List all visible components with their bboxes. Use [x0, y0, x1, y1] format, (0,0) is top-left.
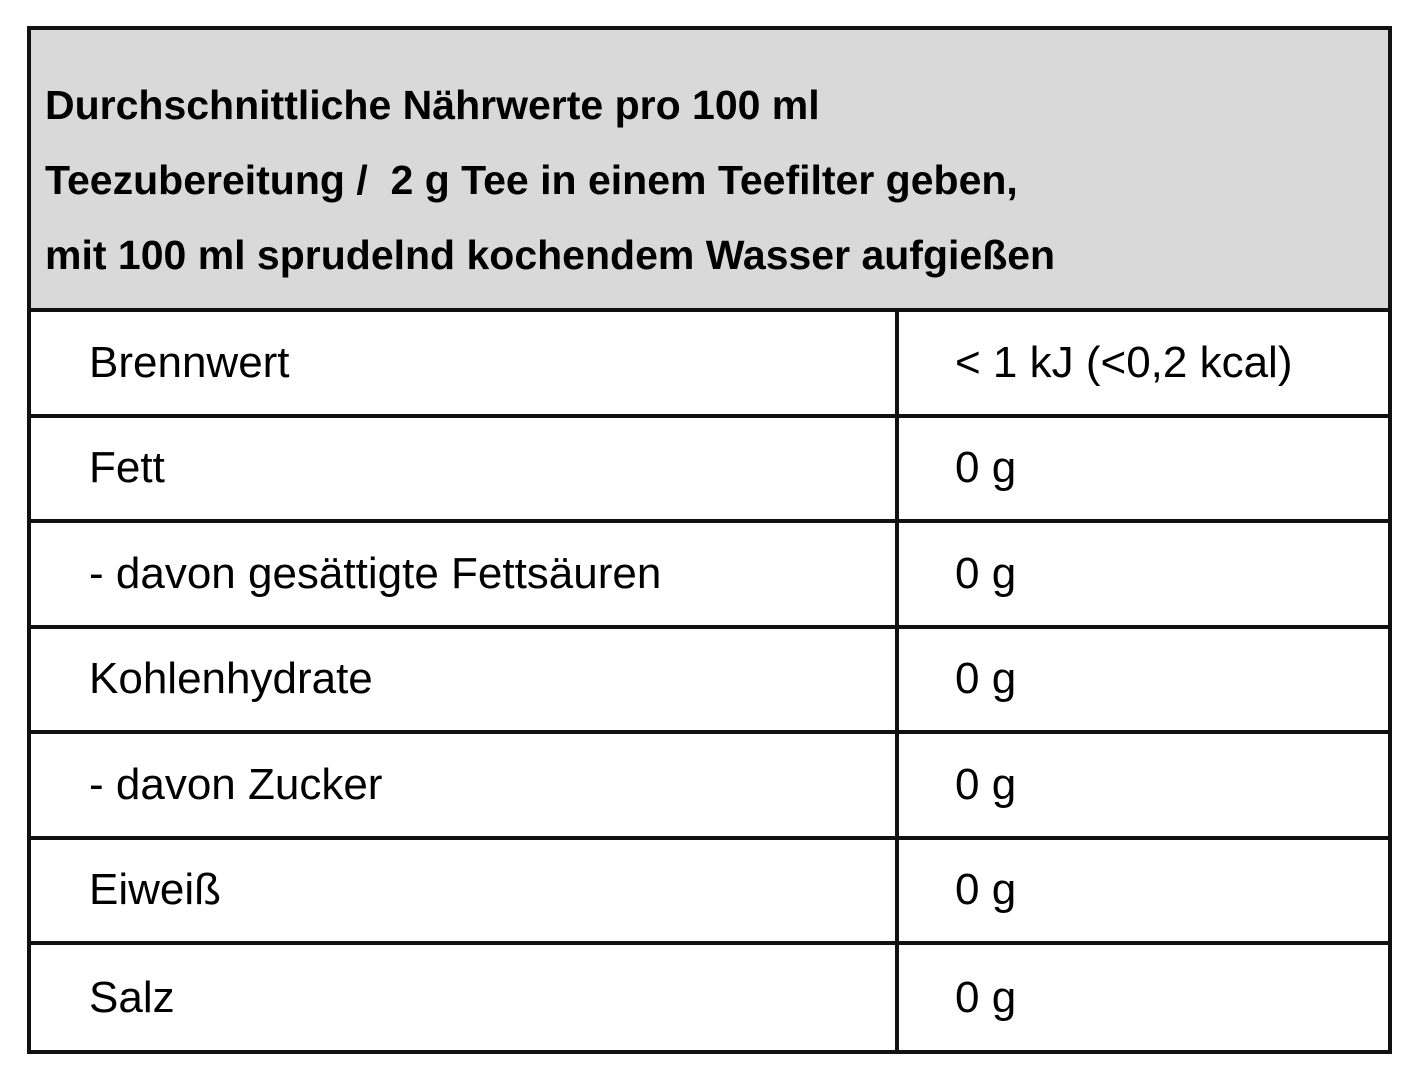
table-row: Kohlenhydrate 0 g — [31, 628, 1388, 734]
table-row: Fett 0 g — [31, 417, 1388, 523]
table-header: Durchschnittliche Nährwerte pro 100 ml T… — [31, 30, 1388, 312]
header-line: mit 100 ml sprudelnd kochendem Wasser au… — [45, 232, 1056, 278]
nutrient-label: Salz — [31, 945, 899, 1051]
nutrient-value: < 1 kJ (<0,2 kcal) — [955, 337, 1293, 387]
table-row: - davon gesättigte Fettsäuren 0 g — [31, 523, 1388, 629]
nutrient-label: Eiweiß — [31, 839, 899, 941]
table-row: Salz 0 g — [31, 945, 1388, 1051]
nutrient-value: 0 g — [955, 654, 1017, 704]
nutrient-label: - davon Zucker — [31, 734, 899, 836]
nutrient-label: - davon gesättigte Fettsäuren — [31, 523, 899, 625]
nutrition-table: Durchschnittliche Nährwerte pro 100 ml T… — [27, 26, 1392, 1054]
header-line: Teezubereitung / 2 g Tee in einem Teefil… — [45, 157, 1018, 203]
nutrient-label: Brennwert — [31, 312, 899, 414]
nutrient-label: Kohlenhydrate — [31, 628, 899, 730]
nutrient-value: 0 g — [955, 443, 1017, 493]
table-row: Eiweiß 0 g — [31, 839, 1388, 945]
nutrient-value: 0 g — [955, 865, 1017, 915]
table-row: - davon Zucker 0 g — [31, 734, 1388, 840]
nutrient-label: Fett — [31, 417, 899, 519]
nutrient-value: 0 g — [955, 972, 1017, 1022]
nutrient-value: 0 g — [955, 759, 1017, 809]
table-row: Brennwert < 1 kJ (<0,2 kcal) — [31, 312, 1388, 418]
nutrient-value: 0 g — [955, 548, 1017, 598]
header-line: Durchschnittliche Nährwerte pro 100 ml — [45, 82, 820, 128]
